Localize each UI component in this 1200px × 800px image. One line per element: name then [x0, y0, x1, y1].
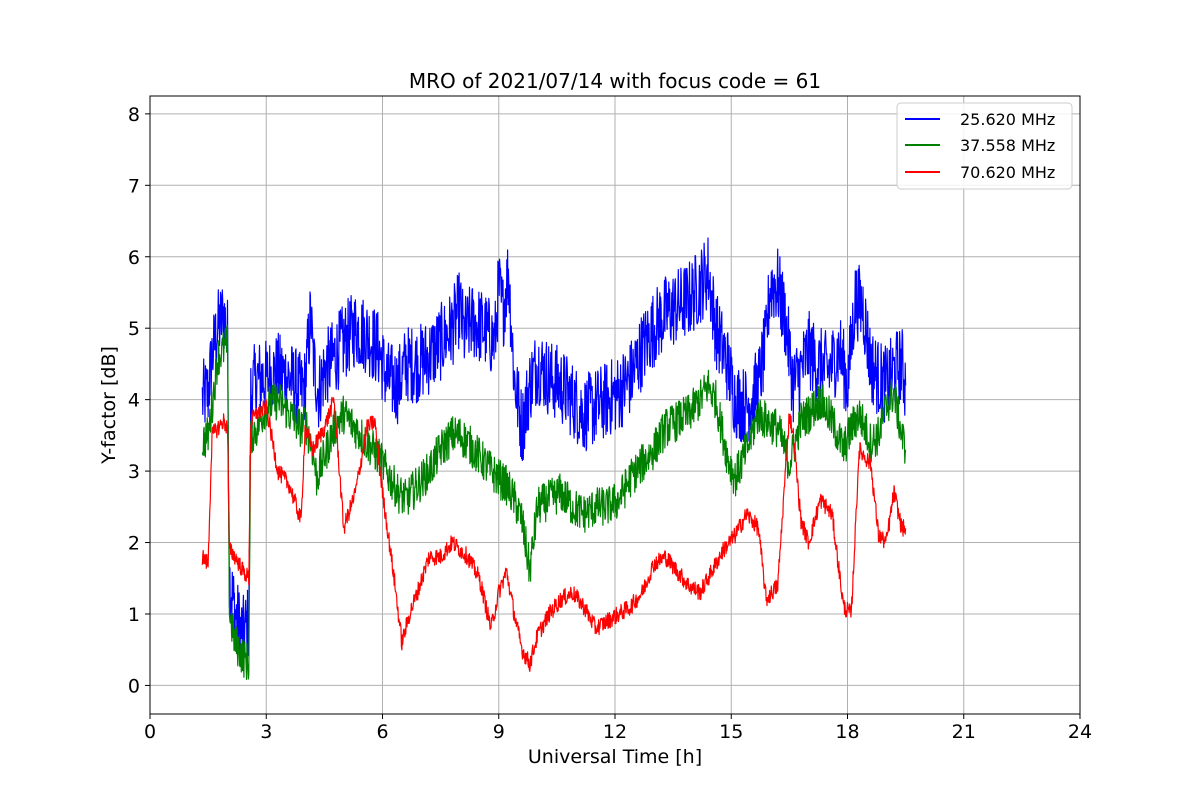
x-tick-label: 12: [603, 721, 627, 743]
x-axis-label: Universal Time [h]: [528, 746, 702, 768]
x-tick-label: 24: [1068, 721, 1092, 743]
y-axis-label: Y-factor [dB]: [98, 346, 120, 465]
y-tick-label: 7: [128, 175, 140, 197]
x-tick-label: 9: [493, 721, 505, 743]
series-line-25-620-mhz: [201, 237, 907, 666]
y-tick-label: 0: [128, 675, 140, 697]
y-tick-label: 3: [128, 461, 140, 483]
legend-label-70-620: 70.620 MHz: [960, 163, 1055, 182]
legend: 25.620 MHz 37.558 MHz 70.620 MHz: [896, 102, 1073, 190]
y-tick-label: 6: [128, 247, 140, 269]
grid: [150, 96, 1080, 714]
y-tick-label: 5: [128, 318, 140, 340]
legend-box: [896, 102, 1073, 190]
series-layer: [201, 237, 907, 681]
x-tick-label: 18: [835, 721, 859, 743]
x-tick-label: 21: [952, 721, 976, 743]
x-tick-label: 0: [144, 721, 156, 743]
x-tick-label: 15: [719, 721, 743, 743]
y-tick-label: 2: [128, 533, 140, 555]
chart-title: MRO of 2021/07/14 with focus code = 61: [409, 69, 821, 93]
y-tick-label: 4: [128, 390, 140, 412]
x-tick-label: 6: [376, 721, 388, 743]
legend-label-37-558: 37.558 MHz: [960, 136, 1055, 155]
legend-label-25-620: 25.620 MHz: [960, 110, 1055, 129]
x-tick-label: 3: [260, 721, 272, 743]
y-tick-label: 8: [128, 104, 140, 126]
y-tick-label: 1: [128, 604, 140, 626]
series-line-37-558-mhz: [201, 323, 907, 681]
series-line-70-620-mhz: [201, 396, 907, 672]
